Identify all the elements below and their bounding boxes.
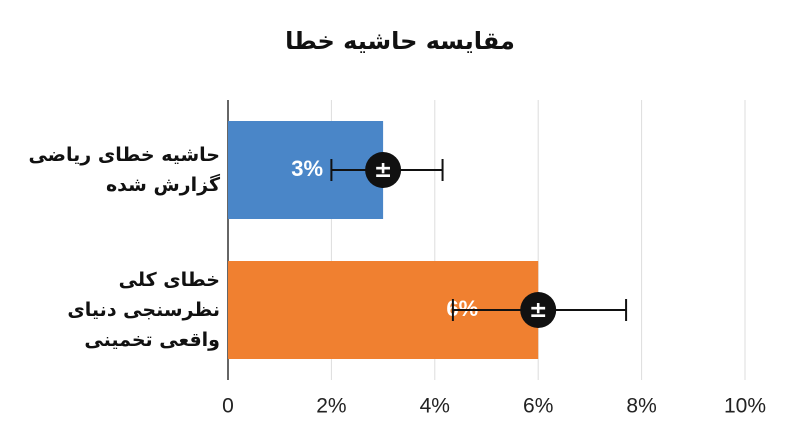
x-tick-label: 0 [222,395,234,418]
value-label: 3% [291,156,323,181]
value-label: 6% [446,296,478,321]
x-tick-label: 10% [724,395,766,418]
error-icon [520,292,557,328]
category-label: خطای کلی نظرسنجی دنیای واقعی تخمینی [67,269,220,351]
error-symbol: ± [374,158,392,183]
error-symbol: ± [529,298,547,323]
x-tick-label: 8% [626,395,656,418]
category-label: حاشیه خطای ریاضی گزارش شده [28,144,220,196]
x-tick-label: 4% [420,395,450,418]
x-tick-label: 2% [316,395,346,418]
x-tick-label: 6% [523,395,553,418]
chart-title: مقایسه حاشیه خطا [285,27,515,55]
error-icon [365,152,402,188]
